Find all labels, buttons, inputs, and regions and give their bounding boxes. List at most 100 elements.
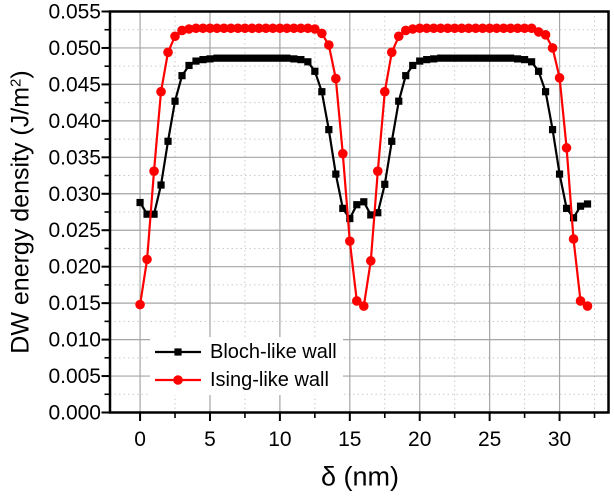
ising-marker [226, 23, 236, 34]
bloch-marker [227, 54, 235, 62]
bloch-marker [569, 214, 578, 222]
ising-marker [296, 23, 306, 34]
y-tick-label: 0.055 [48, 1, 101, 24]
bloch-marker [304, 58, 312, 66]
bloch-marker [576, 202, 585, 210]
ising-marker [393, 31, 404, 42]
ising-marker [358, 301, 369, 311]
ising-marker [303, 23, 313, 34]
bloch-marker [465, 54, 473, 62]
ising-marker [324, 40, 334, 50]
x-tick-label: 0 [134, 428, 146, 451]
ising-marker [379, 86, 390, 97]
ising-legend-line-circle-icon [155, 375, 201, 385]
bloch-marker [262, 54, 270, 62]
bloch-marker [555, 170, 564, 178]
ising-marker [184, 24, 194, 34]
bloch-marker [318, 88, 326, 96]
bloch-marker [479, 54, 487, 62]
bloch-marker [136, 198, 144, 207]
ising-marker [233, 23, 243, 34]
y-tick-label: 0.005 [48, 365, 101, 388]
x-tick-label: 25 [478, 428, 501, 451]
ising-marker [135, 299, 145, 310]
ising-marker [386, 47, 397, 58]
bloch-marker [325, 126, 333, 134]
ising-marker [519, 23, 530, 34]
bloch-marker [185, 61, 193, 70]
bloch-marker [451, 54, 459, 62]
ising-marker [498, 23, 509, 34]
x-tick-label: 5 [204, 428, 216, 451]
ising-marker [338, 148, 348, 159]
legend-label-bloch: Bloch-like wall [210, 341, 337, 363]
bloch-marker [283, 54, 291, 62]
bloch-marker [353, 201, 361, 209]
y-tick-label: 0.035 [48, 146, 101, 169]
x-tick-label: 15 [338, 428, 361, 451]
bloch-marker [311, 67, 319, 75]
bloch-marker [430, 55, 438, 63]
bloch-marker [458, 54, 466, 62]
bloch-marker [374, 209, 382, 217]
bloch-marker [143, 210, 151, 218]
ising-marker [345, 236, 355, 246]
bloch-marker [199, 56, 207, 64]
bloch-series-line [139, 57, 588, 220]
ising-marker [198, 23, 208, 34]
ising-marker [421, 23, 432, 34]
ising-marker [365, 256, 376, 266]
bloch-marker [178, 72, 186, 80]
ising-marker [484, 23, 495, 34]
ising-marker [442, 23, 453, 34]
bloch-marker [255, 54, 263, 62]
ising-marker [456, 23, 467, 34]
bloch-marker [381, 180, 389, 188]
ising-marker [331, 73, 341, 84]
ising-marker [372, 166, 383, 176]
bloch-marker [276, 54, 284, 62]
ising-marker [540, 30, 551, 40]
y-tick-label: 0.025 [48, 219, 101, 242]
bloch-marker [409, 61, 417, 70]
ising-marker [282, 23, 292, 34]
bloch-marker [157, 181, 165, 189]
ising-marker [275, 23, 285, 34]
ising-marker [289, 23, 299, 34]
ising-marker [240, 23, 250, 34]
ising-marker [156, 86, 166, 97]
bloch-marker [332, 170, 340, 178]
bloch-marker [367, 211, 375, 219]
bloch-marker [297, 56, 305, 64]
bloch-legend-line-square-icon [155, 348, 201, 356]
bloch-marker [423, 56, 431, 64]
bloch-marker [248, 54, 256, 62]
bloch-marker [346, 214, 354, 223]
bloch-marker [206, 55, 214, 63]
bloch-marker [290, 55, 298, 63]
bloch-marker [416, 57, 424, 65]
bloch-marker [472, 54, 480, 62]
ising-marker [205, 23, 215, 34]
bloch-marker [388, 137, 396, 145]
x-tick-label: 10 [268, 428, 291, 451]
ising-marker [477, 23, 488, 34]
bloch-marker [541, 88, 550, 96]
ising-marker [261, 23, 271, 34]
ising-marker [554, 73, 565, 83]
y-tick-label: 0.030 [48, 183, 101, 206]
ising-marker [317, 28, 327, 39]
ising-marker [449, 23, 460, 34]
bloch-marker [171, 97, 179, 105]
bloch-marker [192, 57, 200, 65]
legend: Bloch-like wall Ising-like wall [150, 337, 343, 395]
bloch-marker [269, 54, 277, 62]
bloch-marker [583, 200, 592, 208]
y-tick-label: 0.020 [48, 256, 101, 279]
plot-frame [108, 10, 610, 414]
bloch-marker [150, 210, 158, 218]
ising-marker [561, 143, 572, 153]
ising-marker [512, 23, 523, 34]
bloch-marker [395, 97, 403, 105]
